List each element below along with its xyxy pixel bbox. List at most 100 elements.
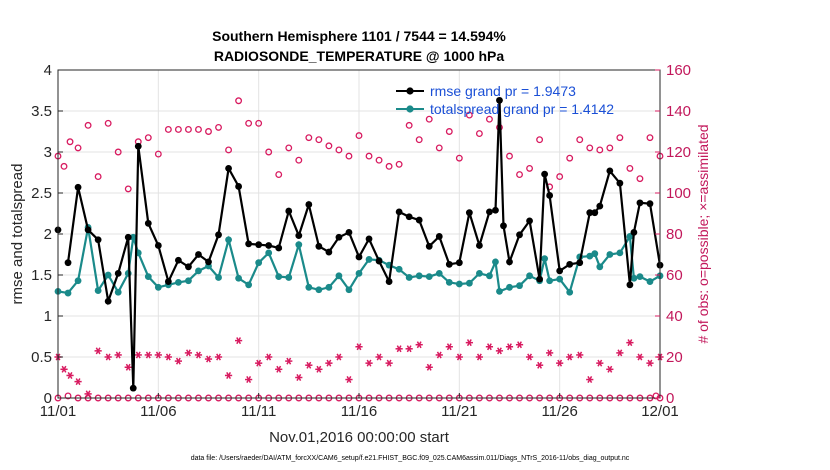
obs-possible-marker [425,115,433,123]
chart-title-line1: Southern Hemisphere 1101 / 7544 = 14.594… [212,28,506,44]
obs-assimilated-marker [265,353,273,361]
obs-assimilated-marker [214,353,223,361]
obs-assimilated-marker [104,353,112,361]
rmse-marker [124,233,132,241]
rmse-marker [536,275,543,283]
obs-assimilated-stroke [446,343,452,351]
obs-assimilated-stroke [236,337,242,345]
obs-assimilated-marker [385,359,393,367]
totalspread-marker [616,249,624,257]
obs-assimilated-marker [245,376,253,384]
obs-assimilated-marker [295,374,303,381]
rmse-marker [195,251,202,258]
obs-possible-marker [455,154,463,162]
totalspread-marker [144,273,152,281]
obs-possible-marker [255,119,263,127]
totalspread-marker [586,252,594,260]
obs-possible-marker [616,134,624,142]
y-left-tick-label: 0 [44,390,52,407]
obs-possible-marker [556,173,564,181]
rmse-marker [465,209,473,217]
legend-spread-marker [406,105,414,113]
obs-assimilated-marker [505,343,514,351]
x-tick-label: 11/26 [541,403,577,420]
obs-assimilated-marker [335,353,343,361]
obs-assimilated-marker [455,353,463,361]
totalspread-marker [64,289,72,297]
obs-assimilated-marker [74,378,82,386]
totalspread-marker [646,278,654,285]
y-right-tick-label: 20 [666,349,683,366]
obs-assimilated-stroke [587,376,593,384]
rmse-marker [405,213,413,221]
series-layer [54,96,664,392]
obs-assimilated-stroke [67,371,73,379]
obs-assimilated-stroke [537,361,543,369]
obs-possible-marker [275,171,283,178]
legend-rmse-label: rmse grand pr = 1.9473 [430,83,576,99]
totalspread-marker [405,274,413,281]
obs-possible-marker [526,164,534,172]
obs-assimilated-stroke [61,365,67,373]
y-right-tick-label: 80 [666,226,683,243]
rmse-marker [496,96,503,104]
obs-possible-marker [415,136,423,144]
obs-possible-marker [215,123,222,131]
obs-assimilated-stroke [196,351,201,359]
y-right-tick-label: 0 [666,390,674,407]
totalspread-marker [415,272,423,280]
obs-assimilated-stroke [567,353,573,361]
obs-assimilated-stroke [296,374,302,381]
obs-assimilated-stroke [326,359,332,367]
obs-possible-marker [225,146,233,154]
totalspread-marker [425,273,433,281]
obs-possible-marker [485,115,493,123]
rmse-marker [556,267,564,275]
rmse-marker [646,200,654,208]
rmse-marker [129,384,137,392]
obs-assimilated-marker [405,345,413,353]
totalspread-marker [235,274,243,282]
obs-assimilated-marker [255,359,263,367]
obs-assimilated-stroke [637,353,643,361]
rmse-marker [154,242,162,249]
obs-assimilated-marker [94,347,102,355]
obs-possible-marker [606,144,614,152]
totalspread-marker [185,277,192,285]
obs-assimilated-marker [546,349,554,357]
totalspread-marker [455,280,463,288]
y-left-tick-label: 4 [44,62,52,79]
rmse-marker [415,216,423,224]
obs-assimilated-stroke [547,349,553,357]
obs-assimilated-stroke [316,365,322,373]
obs-possible-marker [315,136,323,144]
y-left-tick-label: 3.5 [31,103,52,120]
rmse-marker [576,259,584,267]
totalspread-marker [305,283,313,291]
obs-assimilated-marker [566,353,574,361]
obs-assimilated-stroke [145,351,151,359]
totalspread-marker [486,272,493,280]
obs-assimilated-stroke [105,353,111,361]
obs-possible-marker [405,121,413,129]
rmse-marker [425,242,433,250]
obs-assimilated-stroke [507,343,512,351]
totalspread-marker [315,286,323,294]
y-right-tick-label: 60 [666,267,683,284]
obs-possible-marker [435,144,443,152]
y-left-tick-label: 1.5 [31,267,52,284]
rmse-marker [355,253,363,261]
totalspread-marker [496,288,503,295]
obs-assimilated-stroke [476,353,482,361]
totalspread-marker [630,274,638,282]
obs-assimilated-marker [204,355,213,363]
y-right-axis-label: # of obs: o=possible; ×=assimilated [695,124,711,343]
obs-assimilated-marker [224,371,233,379]
rmse-marker [285,207,293,215]
legend-rmse-marker [406,87,414,95]
totalspread-marker [606,251,614,258]
obs-assimilated-stroke [647,359,653,367]
obs-possible-marker [154,150,162,158]
rmse-marker [315,242,323,250]
